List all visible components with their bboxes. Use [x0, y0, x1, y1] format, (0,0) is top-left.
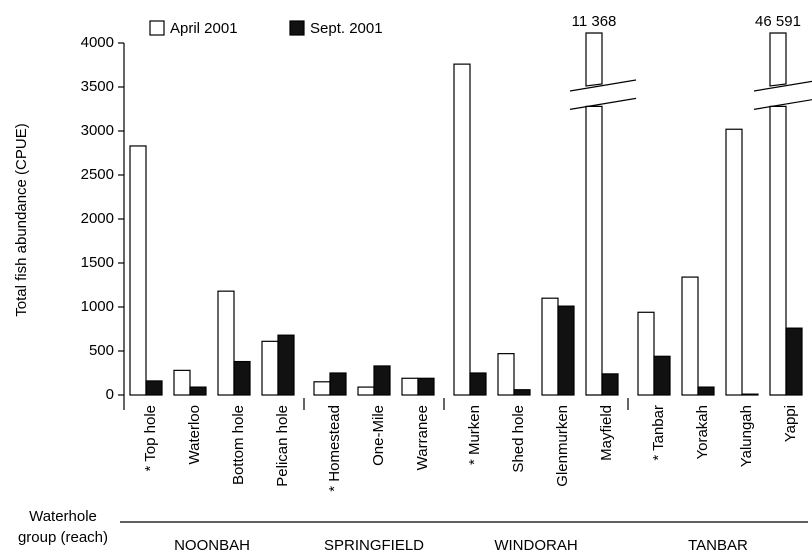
x-tick-label: Mayfield [598, 405, 615, 461]
x-tick-label: * Top hole [142, 405, 159, 471]
y-tick-label: 2500 [81, 166, 114, 183]
x-tick-label: Glenmurken [554, 405, 571, 487]
x-tick-label: Pelican hole [274, 405, 291, 487]
bar [401, 377, 419, 396]
bar [557, 305, 575, 396]
y-tick-label: 2000 [81, 210, 114, 227]
x-tick-label: * Homestead [326, 405, 343, 492]
x-tick-label: * Murken [466, 405, 483, 465]
x-tick-label: Warranee [414, 405, 431, 470]
group-label: NOONBAH [174, 537, 250, 554]
bar [277, 334, 295, 396]
x-tick-label: Yappi [782, 405, 799, 442]
bar [217, 290, 235, 396]
axis-break [753, 99, 812, 110]
bar [233, 360, 251, 396]
bar [129, 145, 147, 396]
bar [453, 63, 471, 396]
group-label: SPRINGFIELD [324, 537, 424, 554]
bar [601, 373, 619, 396]
y-tick-label: 1000 [81, 298, 114, 315]
y-tick-label: 1500 [81, 254, 114, 271]
bar [145, 380, 163, 396]
bar [497, 353, 515, 396]
bar-broken [585, 32, 603, 396]
y-tick-label: 0 [106, 386, 114, 403]
x-axis-label: Waterhole group (reach) [17, 508, 109, 546]
x-tick-label: Yorakah [694, 405, 711, 460]
x-tick-label: Waterloo [186, 405, 203, 464]
y-tick-label: 4000 [81, 34, 114, 51]
x-tick-label: One-Mile [370, 405, 387, 466]
group-label: TANBAR [688, 537, 748, 554]
group-label: WINDORAH [494, 537, 577, 554]
bar [541, 297, 559, 396]
bar [741, 393, 759, 396]
bar [469, 372, 487, 396]
bar [173, 369, 191, 396]
value-label: 46 591 [755, 13, 801, 30]
axis-break [753, 80, 812, 92]
bar [373, 365, 391, 396]
bar [417, 377, 435, 396]
legend-swatch [149, 20, 165, 36]
legend-swatch [289, 20, 305, 36]
x-tick-label: * Tanbar [650, 405, 667, 461]
bar [189, 386, 207, 396]
axis-break [569, 97, 637, 110]
bar [357, 386, 375, 396]
legend-label: Sept. 2001 [310, 20, 383, 37]
x-tick-label: Shed hole [510, 405, 527, 473]
bar [653, 355, 671, 396]
y-tick-label: 500 [89, 342, 114, 359]
value-label: 11 368 [572, 13, 617, 30]
x-tick-label: Yalungah [738, 405, 755, 467]
bar [329, 372, 347, 396]
legend-label: April 2001 [170, 20, 238, 37]
bar [725, 128, 743, 396]
y-tick-label: 3500 [81, 78, 114, 95]
bar [681, 276, 699, 396]
bar-broken [769, 32, 787, 396]
y-axis-label: Total fish abundance (CPUE) [13, 123, 30, 316]
bar [785, 327, 803, 396]
y-tick-label: 3000 [81, 122, 114, 139]
bar [261, 340, 279, 396]
bar [313, 381, 331, 396]
bar [637, 311, 655, 396]
axis-break [569, 79, 637, 92]
x-tick-label: Bottom hole [230, 405, 247, 485]
bar [697, 386, 715, 396]
bar [513, 389, 531, 396]
